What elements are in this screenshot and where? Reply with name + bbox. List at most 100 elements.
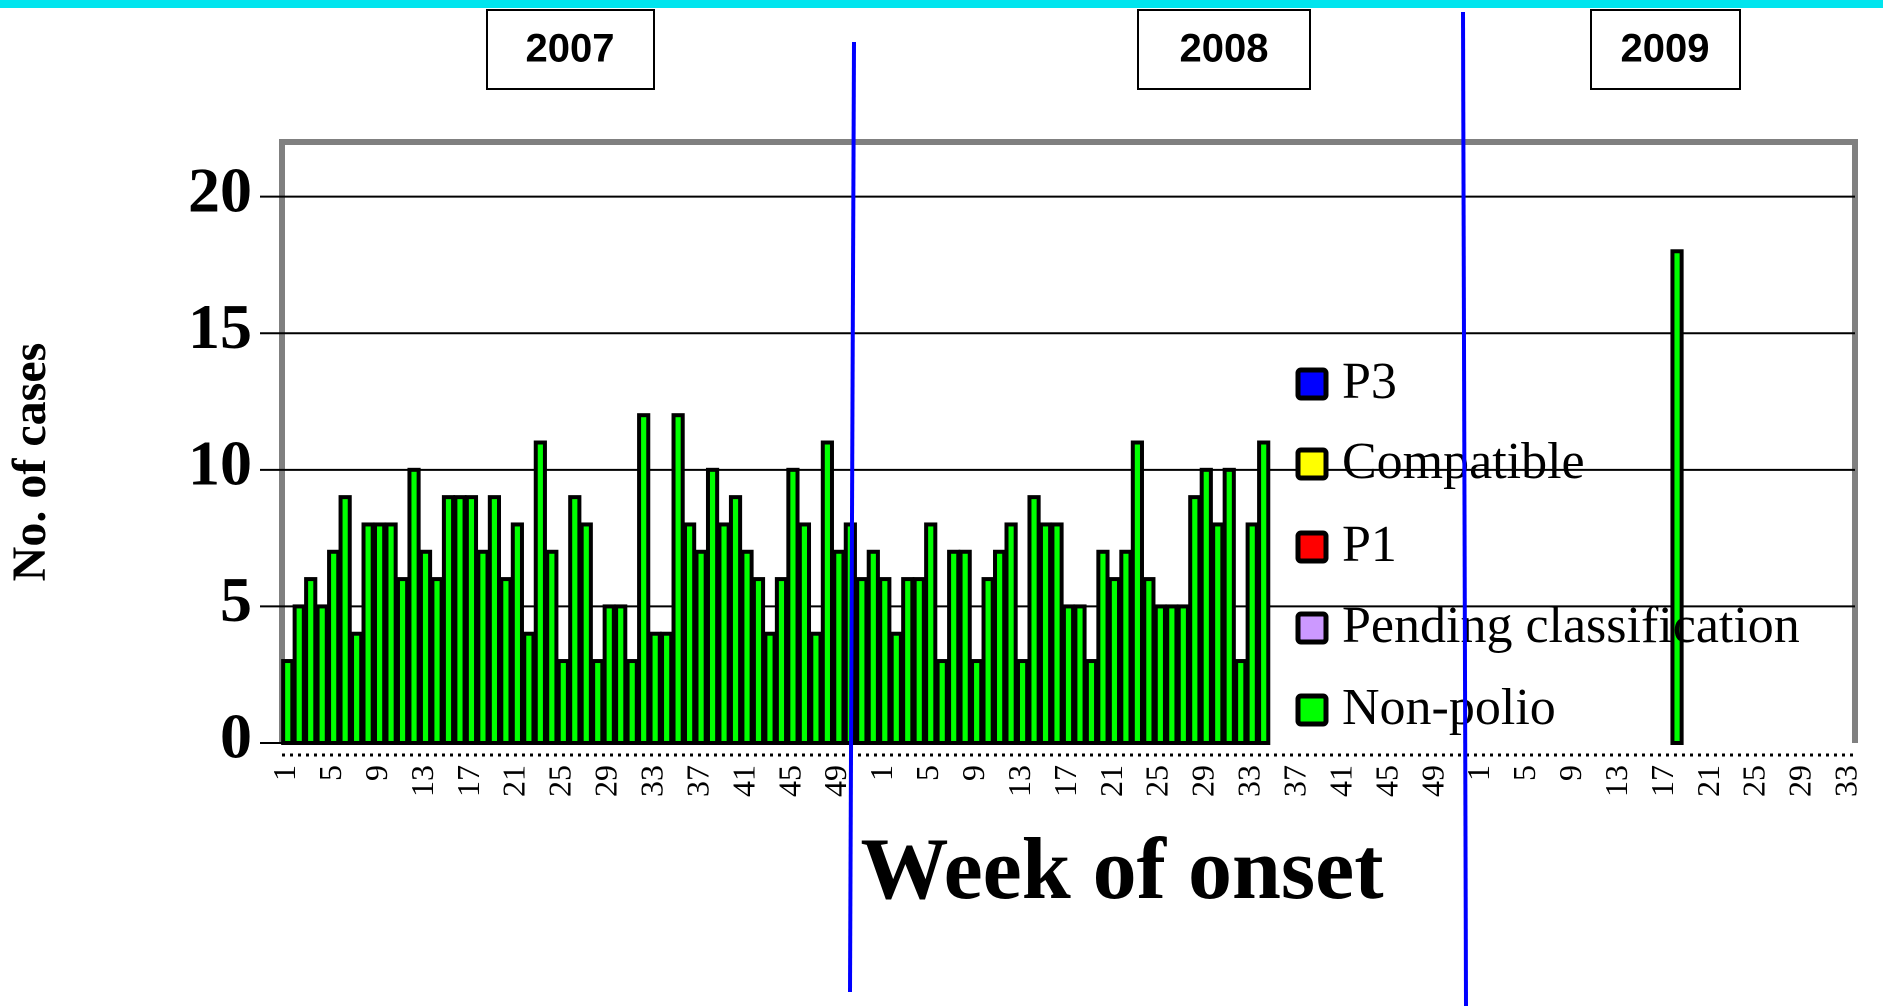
bar-segment (855, 577, 869, 745)
x-tick-label: 5 (909, 765, 945, 781)
bar-segment (1084, 659, 1099, 746)
bar-segment (441, 495, 456, 745)
bar-segment (292, 604, 306, 746)
bar-segment (1038, 522, 1053, 745)
bar-segment (384, 522, 398, 745)
bar-segment (1222, 467, 1236, 745)
bar-segment (648, 631, 662, 746)
bar-segment (1096, 549, 1110, 745)
bar-segment (889, 631, 903, 746)
bar-segment (717, 522, 731, 745)
year-label: 2007 (526, 27, 615, 71)
legend-swatch (1295, 611, 1329, 645)
x-tick-label: 9 (1552, 765, 1588, 781)
bar-segment (866, 549, 880, 745)
bar-segment (671, 413, 685, 745)
bar-segment (430, 577, 444, 745)
y-tick-label: 5 (220, 564, 252, 635)
bar-segment (556, 659, 570, 746)
y-tick-label: 0 (220, 701, 252, 772)
legend-swatch (1295, 693, 1329, 727)
legend-label: Non-polio (1342, 679, 1556, 736)
x-tick-label: 29 (1782, 765, 1818, 797)
bar-segment (660, 631, 674, 746)
year-divider (848, 41, 856, 993)
bar-segment (820, 440, 834, 745)
bar-segment (809, 631, 823, 746)
x-tick-label: 41 (1322, 765, 1358, 797)
bar-segment (407, 467, 421, 745)
bar-segment (591, 659, 605, 746)
bar-segment (1234, 659, 1248, 746)
bar-segment (705, 467, 720, 745)
bar-segment (338, 495, 352, 745)
y-tick-label: 10 (188, 428, 252, 499)
x-tick-label: 17 (450, 765, 486, 797)
x-tick-label: 49 (817, 765, 853, 797)
bar-segment (1050, 522, 1064, 745)
y-tick-label: 20 (188, 154, 252, 225)
bar-segment (981, 577, 995, 745)
year-divider (1461, 11, 1468, 1007)
x-tick-label: 1 (1460, 765, 1496, 781)
bar-segment (373, 522, 387, 745)
bar-segment (1165, 604, 1179, 746)
bar-segment (763, 631, 777, 746)
x-tick-label: 49 (1414, 765, 1450, 797)
bar-segment (1211, 522, 1225, 745)
bar-segment (464, 495, 479, 745)
x-tick-label: 1 (266, 765, 302, 781)
bar-segment (361, 522, 375, 745)
year-label: 2009 (1621, 27, 1710, 71)
x-tick-label: 41 (725, 765, 761, 797)
bar-segment (1245, 522, 1259, 745)
y-axis-label: No. of cases (3, 343, 56, 582)
x-tick-label: 25 (1736, 765, 1772, 797)
x-tick-label: 33 (1231, 765, 1267, 797)
bar-segment (1027, 495, 1041, 745)
bar-segment (1142, 577, 1156, 745)
bar-segment (832, 549, 846, 745)
bar-segment (1004, 522, 1018, 745)
bar-segment (751, 577, 766, 745)
bar-segment (579, 522, 593, 745)
x-tick-label: 13 (1001, 765, 1037, 797)
bar-segment (510, 522, 524, 745)
bar-segment (1061, 604, 1076, 746)
bar-segment (958, 549, 972, 745)
x-tick-label: 21 (1690, 765, 1726, 797)
year-box (1137, 9, 1311, 90)
bar-segment (1107, 577, 1122, 745)
legend-swatch (1295, 530, 1329, 564)
bar-segment (912, 577, 926, 745)
x-tick-label: 17 (1644, 765, 1680, 797)
bar-segment (395, 577, 410, 745)
bar-segment (304, 577, 318, 745)
bar-segment (1130, 440, 1144, 745)
y-tick-label: 15 (188, 291, 252, 362)
x-tick-label: 13 (1598, 765, 1634, 797)
bar-segment (1670, 249, 1684, 745)
legend-label: Pending classification (1342, 597, 1800, 654)
x-tick-label: 33 (1828, 765, 1864, 797)
bar-segment (774, 577, 789, 745)
bar-segment (522, 631, 536, 746)
x-tick-label: 21 (496, 765, 532, 797)
bar-segment (327, 549, 341, 745)
x-tick-label: 13 (404, 765, 440, 797)
legend-label: P1 (1342, 516, 1397, 573)
bar-segment (694, 549, 708, 745)
x-tick-label: 5 (1506, 765, 1542, 781)
bar-segment (476, 549, 490, 745)
bar-segment (1188, 495, 1202, 745)
bar-segment (637, 413, 651, 745)
x-tick-label: 45 (1368, 765, 1404, 797)
x-tick-label: 9 (955, 765, 991, 781)
bar-segment (281, 659, 295, 746)
bar-segment (350, 631, 364, 746)
legend-swatch (1295, 367, 1329, 401)
top-band (0, 0, 1883, 8)
legend-swatch (1295, 447, 1329, 481)
bar-segment (602, 604, 616, 746)
